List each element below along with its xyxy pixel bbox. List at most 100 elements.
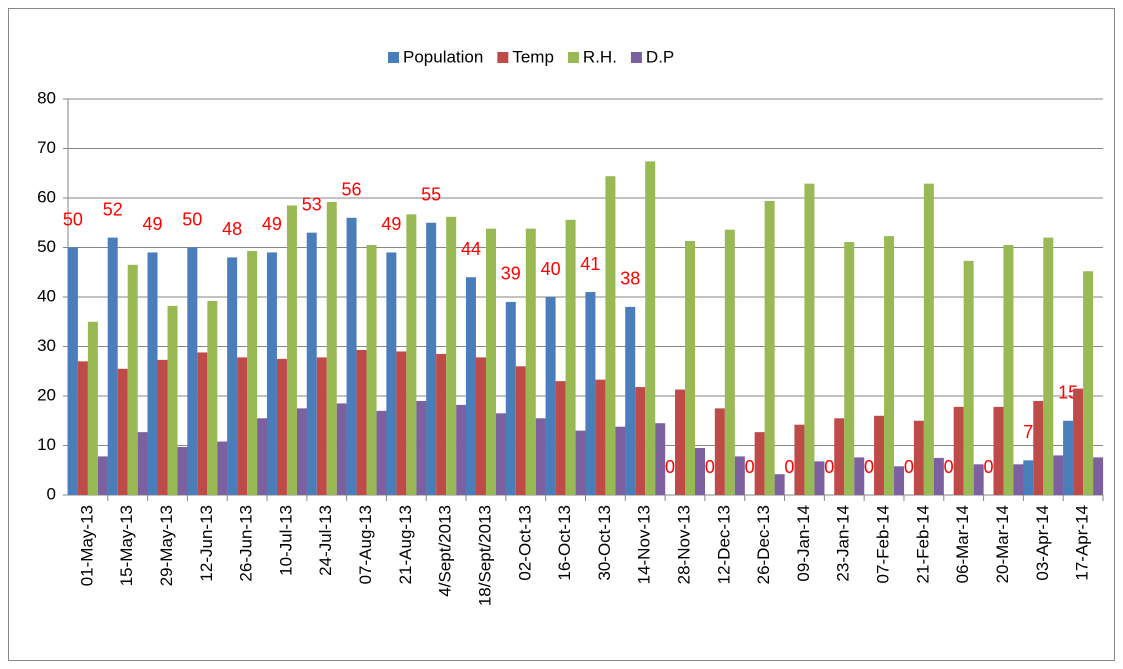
bar bbox=[177, 446, 188, 495]
bar bbox=[515, 366, 526, 495]
bar bbox=[247, 250, 258, 495]
data-label: 53 bbox=[302, 194, 322, 214]
data-label: 0 bbox=[944, 457, 954, 477]
data-label: 52 bbox=[103, 199, 123, 219]
y-tick-label: 80 bbox=[37, 88, 56, 107]
bar bbox=[187, 247, 198, 495]
bar bbox=[555, 381, 566, 495]
bar bbox=[426, 222, 437, 495]
bar bbox=[993, 406, 1004, 495]
bar bbox=[814, 461, 825, 495]
x-tick-label: 28-Nov-13 bbox=[675, 505, 694, 584]
y-tick-label: 10 bbox=[37, 435, 56, 454]
x-tick-label: 02-Oct-13 bbox=[515, 505, 534, 581]
bar bbox=[326, 201, 337, 495]
bar bbox=[1023, 460, 1034, 495]
bar bbox=[286, 205, 297, 496]
legend-label: R.H. bbox=[583, 47, 617, 66]
bar bbox=[854, 457, 865, 495]
bar bbox=[257, 418, 268, 495]
y-tick-label: 40 bbox=[37, 286, 56, 305]
bar bbox=[456, 404, 467, 495]
bar bbox=[197, 352, 208, 495]
bar bbox=[117, 368, 128, 495]
data-label: 44 bbox=[461, 239, 481, 259]
x-tick-label: 14-Nov-13 bbox=[635, 505, 654, 584]
bar bbox=[794, 424, 805, 495]
bar bbox=[446, 216, 457, 495]
legend-swatch bbox=[567, 52, 579, 63]
data-label: 0 bbox=[784, 457, 794, 477]
data-label: 48 bbox=[222, 219, 242, 239]
bar bbox=[77, 361, 88, 495]
data-label: 0 bbox=[824, 457, 834, 477]
bar bbox=[157, 359, 168, 495]
bar bbox=[465, 277, 476, 495]
data-label: 7 bbox=[1023, 422, 1033, 442]
x-tick-label: 12-Dec-13 bbox=[714, 505, 733, 584]
x-tick-label: 16-Oct-13 bbox=[555, 505, 574, 581]
data-label: 49 bbox=[262, 214, 282, 234]
bar bbox=[306, 232, 317, 495]
bar bbox=[485, 228, 496, 495]
bar bbox=[316, 357, 327, 495]
bar bbox=[734, 456, 745, 495]
bar bbox=[963, 260, 974, 495]
bar bbox=[545, 297, 556, 495]
bar bbox=[874, 415, 885, 495]
bar bbox=[376, 410, 387, 495]
bar bbox=[396, 351, 407, 495]
bar bbox=[167, 305, 178, 495]
bar bbox=[147, 252, 158, 495]
bar bbox=[386, 252, 397, 495]
bar bbox=[1063, 420, 1074, 495]
x-tick-label: 03-Apr-14 bbox=[1033, 505, 1052, 581]
bar bbox=[724, 229, 735, 495]
x-tick-label: 17-Apr-14 bbox=[1073, 505, 1092, 581]
bar bbox=[296, 408, 307, 495]
bar bbox=[1043, 237, 1054, 495]
x-tick-label: 15-May-13 bbox=[117, 505, 136, 586]
y-tick-label: 50 bbox=[37, 237, 56, 256]
x-tick-label: 07-Feb-14 bbox=[874, 505, 893, 583]
bar bbox=[754, 432, 765, 495]
x-tick-label: 12-Jun-13 bbox=[197, 505, 216, 582]
bar bbox=[685, 241, 696, 495]
bar bbox=[137, 432, 148, 495]
x-tick-label: 21-Feb-14 bbox=[913, 505, 932, 583]
bar bbox=[1013, 464, 1024, 495]
bar bbox=[237, 357, 248, 495]
bar bbox=[804, 183, 815, 495]
bar bbox=[356, 349, 367, 495]
bar bbox=[97, 456, 108, 495]
x-tick-label: 30-Oct-13 bbox=[595, 505, 614, 581]
bar bbox=[1003, 245, 1014, 495]
x-tick-label: 29-May-13 bbox=[157, 505, 176, 586]
bar bbox=[933, 457, 944, 495]
bar bbox=[416, 400, 427, 495]
bar bbox=[436, 353, 447, 495]
bar bbox=[505, 301, 516, 495]
bar bbox=[834, 418, 845, 495]
data-label: 56 bbox=[342, 180, 362, 200]
bar bbox=[207, 300, 218, 495]
bar bbox=[1083, 271, 1094, 495]
data-label: 39 bbox=[501, 264, 521, 284]
bar bbox=[774, 474, 785, 495]
y-tick-label: 20 bbox=[37, 385, 56, 404]
bar bbox=[107, 237, 118, 495]
y-tick-label: 0 bbox=[47, 484, 56, 503]
data-label: 49 bbox=[381, 214, 401, 234]
bar bbox=[336, 403, 347, 495]
y-tick-label: 30 bbox=[37, 336, 56, 355]
bar bbox=[406, 214, 417, 495]
y-tick-label: 70 bbox=[37, 138, 56, 157]
data-label: 0 bbox=[983, 457, 993, 477]
bar bbox=[645, 161, 656, 495]
bar bbox=[535, 418, 546, 495]
bar bbox=[266, 252, 277, 495]
bar bbox=[844, 242, 855, 495]
x-tick-label: 10-Jul-13 bbox=[276, 505, 295, 576]
